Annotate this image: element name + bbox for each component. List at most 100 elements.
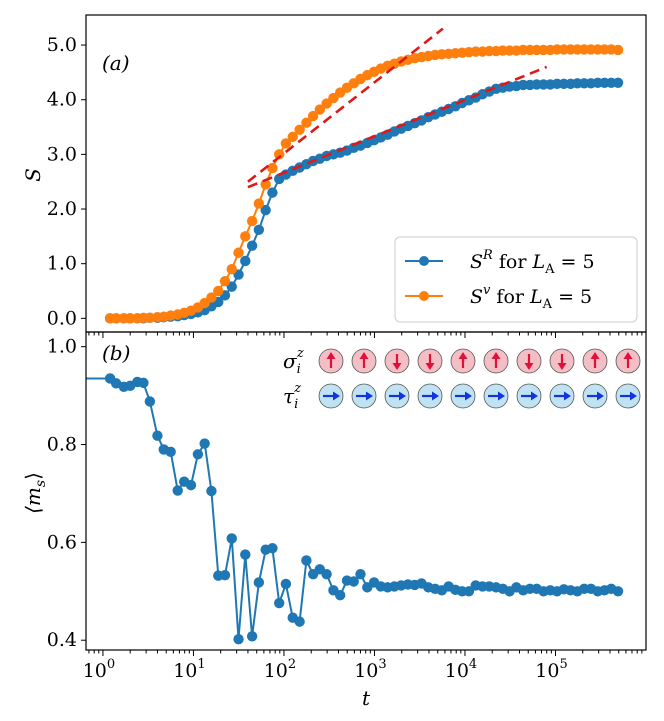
legend-label-s-v: Sv for LA = 5: [470, 283, 592, 312]
x-tick-label: 105: [535, 657, 567, 682]
data-point: [253, 224, 265, 235]
spin-right-icon: [549, 383, 575, 409]
spin-up-down-icon: [450, 348, 476, 374]
panel-a-y-tick-label: 0.0: [47, 307, 77, 329]
data-point: [185, 479, 197, 491]
spin-right-icon: [384, 383, 410, 409]
panel-b-y-tick-label: 1.0: [47, 336, 77, 358]
data-point: [612, 44, 624, 56]
spin-arrow-head: [392, 363, 402, 370]
data-point: [301, 555, 312, 566]
x-tick-label: 100: [83, 657, 115, 682]
spin-up-down-icon: [516, 348, 542, 374]
spin-right-icon: [351, 383, 377, 409]
spin-right-icon: [615, 383, 641, 409]
spin-arrow-head: [498, 391, 505, 401]
panel-b-y-tick-label: 0.4: [47, 629, 77, 651]
data-point: [301, 117, 312, 128]
panel-a-y-axis-label: S: [21, 168, 45, 182]
data-point: [307, 110, 319, 122]
spin-arrow-head: [491, 352, 501, 359]
data-point: [110, 313, 122, 324]
data-point: [199, 438, 210, 449]
sigma-row-label: σiz: [283, 346, 304, 377]
data-point: [246, 215, 258, 227]
spin-arrow-head: [623, 352, 633, 359]
spin-right-icon: [516, 383, 542, 409]
spin-right-icon: [417, 383, 443, 409]
panel-a-y-tick-label: 4.0: [47, 89, 77, 111]
spin-up-down-icon: [384, 348, 410, 374]
legend-label-s-r-mid: for: [493, 251, 533, 273]
data-point: [273, 597, 285, 609]
spin-right-icon: [450, 383, 476, 409]
spin-arrow-head: [432, 391, 439, 401]
spin-configuration: σiz τiz: [283, 346, 641, 412]
panel-b: 0.40.60.81.0 100 101 102 103 104 105 (b) ⟨ms⟩…: [21, 331, 647, 710]
data-point: [213, 285, 224, 297]
panel-b-tag: (b): [102, 341, 130, 365]
data-point: [253, 198, 265, 209]
data-point: [144, 396, 156, 407]
x-tick-exp: 0: [107, 657, 115, 672]
x-tick-label: 101: [173, 657, 205, 682]
spin-up-down-icon: [417, 348, 443, 374]
spin-arrow-head: [590, 352, 600, 359]
spin-arrow-head: [597, 391, 604, 401]
data-point: [253, 577, 265, 588]
spin-arrow-head: [465, 391, 472, 401]
data-point: [273, 149, 285, 160]
spin-up-down-icon: [549, 348, 575, 374]
data-point: [260, 204, 271, 216]
data-point: [152, 430, 163, 441]
panel-b-y-axis-label-sub: s: [33, 480, 49, 487]
legend-label-s-v-sup: v: [483, 283, 491, 298]
spin-arrow-head: [531, 391, 538, 401]
spin-up-down-icon: [351, 348, 377, 374]
panel-b-x-axis-label: t: [362, 686, 371, 710]
panel-b-y-axis-label-tail: ⟩: [21, 472, 45, 480]
panel-a-y-tick-label: 5.0: [47, 34, 77, 56]
x-tick-base: 10: [173, 660, 197, 682]
sigma-row-label-sup: z: [296, 346, 304, 361]
spin-arrow-head: [366, 391, 373, 401]
panel-a-x-ticks: [88, 332, 643, 338]
legend-entry-s-r: SR for LA = 5: [405, 248, 595, 277]
data-point: [267, 187, 278, 198]
x-tick-base: 10: [264, 660, 288, 682]
legend-label-s-r-var: L: [531, 251, 545, 273]
spin-up-down-icon: [582, 348, 608, 374]
legend: SR for LA = 5 Sv for LA = 5: [394, 236, 638, 323]
panel-a-y-tick-label: 3.0: [47, 143, 77, 165]
x-tick-exp: 5: [559, 657, 567, 672]
data-point: [219, 569, 231, 581]
panel-b-frame: [85, 331, 647, 651]
spin-arrow-head: [326, 352, 336, 359]
data-point: [267, 162, 278, 174]
legend-marker-s-r: [419, 256, 429, 266]
legend-label-s-r-tail: = 5: [554, 251, 594, 273]
data-point: [240, 549, 251, 560]
data-point: [226, 263, 237, 275]
legend-box: [394, 236, 638, 323]
data-point: [172, 485, 183, 496]
panel-b-x-ticks: 100 101 102 103 104 105: [83, 650, 643, 682]
x-tick-base: 10: [535, 660, 559, 682]
spin-right-icon: [318, 383, 344, 409]
x-tick-base: 10: [354, 660, 378, 682]
data-point: [267, 543, 278, 554]
x-tick-base: 10: [445, 660, 469, 682]
legend-marker-s-v: [419, 291, 429, 301]
data-point: [240, 255, 251, 267]
data-point: [219, 275, 231, 287]
data-point: [612, 77, 624, 88]
panel-a: 0.01.02.03.04.05.0 (a) S SR for LA = 5 S…: [21, 14, 647, 338]
spin-arrow-head: [557, 363, 567, 370]
spin-arrow-head: [630, 391, 637, 401]
data-point: [233, 247, 244, 258]
legend-label-s-v-mid: for: [490, 286, 530, 308]
x-tick-exp: 4: [469, 657, 477, 672]
data-point: [246, 240, 258, 251]
spin-right-icon: [582, 383, 608, 409]
